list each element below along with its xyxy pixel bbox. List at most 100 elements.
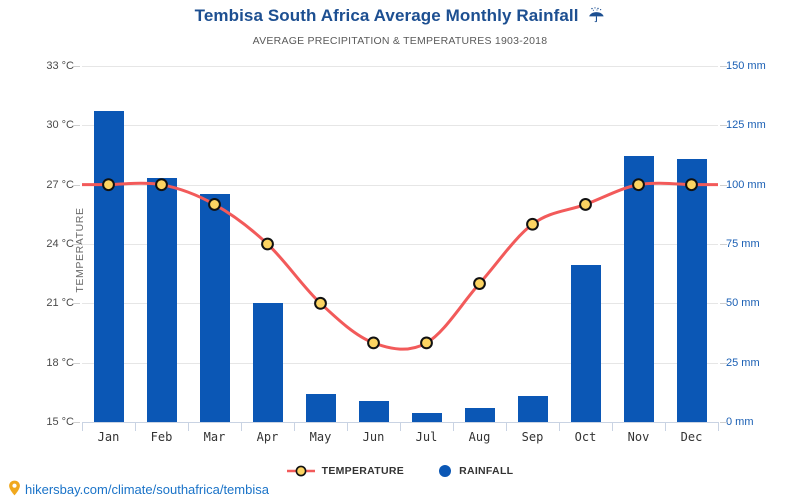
x-axis-tickmark — [506, 422, 507, 431]
x-axis-label: Nov — [627, 430, 650, 444]
right-axis-tick: 25 mm — [726, 356, 760, 369]
x-axis-tickmark — [241, 422, 242, 431]
left-axis-tick: 18 °C — [46, 356, 74, 369]
chart-subtitle: AVERAGE PRECIPITATION & TEMPERATURES 190… — [252, 35, 548, 47]
chart-plot-area: TEMPERATURE Precipitation Jan: 27 °CFeb:… — [73, 66, 727, 431]
left-axis-tick: 21 °C — [46, 297, 74, 310]
temperature-point-marker[interactable]: Sep: 25 °C — [526, 217, 539, 231]
map-pin-icon — [8, 480, 21, 499]
rainfall-bar[interactable] — [464, 407, 495, 422]
x-axis-labels: Jan Feb Mar Apr May Jun Jul Aug Sep Oct Nov Dec — [82, 430, 718, 452]
right-axis-tick: 75 mm — [726, 238, 760, 250]
legend-label-temperature: TEMPERATURE — [321, 465, 405, 477]
rainfall-bar[interactable] — [517, 395, 548, 422]
temperature-point-marker[interactable]: Jun: 19 °C — [367, 336, 380, 350]
axis-tickmark — [73, 244, 80, 245]
left-axis-tick: 24 °C — [46, 238, 74, 250]
x-axis-tickmark — [347, 422, 348, 431]
legend-label-rainfall: RAINFALL — [459, 465, 514, 477]
left-axis-tick: 30 °C — [46, 119, 74, 132]
temperature-point-marker[interactable]: Mar: 26 °C — [208, 198, 221, 211]
page-title-text: Tembisa South Africa Average Monthly Rai… — [194, 6, 579, 25]
x-axis-label: Apr — [256, 430, 279, 444]
rainfall-bar[interactable] — [411, 412, 442, 422]
temperature-point-marker[interactable]: Jul: 19 °C — [420, 336, 433, 350]
rainfall-bar[interactable] — [199, 194, 230, 422]
rainfall-bar[interactable] — [570, 265, 601, 422]
legend-item-rainfall[interactable]: RAINFALL — [438, 464, 513, 478]
axis-tickmark — [73, 362, 80, 364]
rainfall-bar[interactable] — [358, 400, 389, 422]
legend-dot-marker-icon — [439, 465, 452, 477]
source-link[interactable]: hikersbay.com/climate/southafrica/tembis… — [8, 480, 269, 499]
temperature-line-path — [107, 181, 693, 351]
rainfall-bar[interactable] — [623, 156, 654, 422]
temperature-point-marker[interactable]: Dec: 27 °C — [685, 178, 698, 192]
right-axis-tick: 150 mm — [726, 60, 766, 72]
axis-tickmark — [73, 303, 80, 305]
umbrella-rain-icon — [588, 7, 605, 29]
axis-tickmark — [73, 125, 80, 127]
x-axis-label: Dec — [680, 430, 703, 444]
left-axis-labels: 15 °C 18 °C 21 °C 24 °C 27 °C 30 °C 33 °… — [14, 60, 74, 428]
x-axis-tickmark — [188, 422, 189, 431]
x-axis-label: Mar — [203, 430, 226, 444]
rainfall-bar[interactable] — [676, 158, 707, 422]
gridline — [82, 66, 718, 67]
temperature-point-marker[interactable]: Aug: 22 °C — [473, 277, 486, 290]
x-axis-tickmark — [135, 422, 136, 431]
axis-tickmark — [720, 66, 727, 67]
x-axis-label: Oct — [574, 430, 597, 444]
axis-tickmark — [720, 362, 727, 364]
left-axis-tick: 15 °C — [46, 416, 74, 428]
temperature-line: Jan: 27 °C Feb: 27 °C Mar: 26 °C Apr: 24 °C… — [82, 178, 718, 351]
temperature-point-marker[interactable]: Oct: 26 °C — [579, 198, 592, 211]
x-axis-label: Jan — [97, 430, 120, 444]
x-axis-tickmark — [294, 422, 295, 431]
temperature-point-marker[interactable]: Jan: 27 °C — [102, 178, 115, 192]
right-axis-tick: 125 mm — [726, 119, 766, 132]
x-axis-label: Aug — [468, 430, 491, 444]
page-title: Tembisa South Africa Average Monthly Rai… — [0, 6, 800, 29]
x-axis-label: Feb — [150, 430, 173, 444]
x-axis-tickmark — [718, 422, 719, 431]
gridline — [82, 362, 718, 364]
source-link-text: hikersbay.com/climate/southafrica/tembis… — [25, 482, 269, 497]
gridline — [82, 125, 718, 127]
axis-tickmark — [73, 184, 80, 186]
x-axis-tickmark — [82, 422, 83, 431]
temperature-point-marker[interactable]: Nov: 27 °C — [632, 178, 645, 192]
temperature-point-marker[interactable]: Apr: 24 °C — [261, 237, 274, 251]
rainfall-bar[interactable] — [146, 177, 177, 422]
right-axis-tick: 0 mm — [726, 416, 754, 428]
x-axis-tickmark — [559, 422, 560, 431]
right-axis-tick: 100 mm — [726, 178, 766, 191]
rainfall-bar[interactable] — [305, 393, 336, 422]
x-axis-label: Sep — [521, 430, 544, 444]
x-axis-label: Jun — [362, 430, 385, 444]
right-axis-tick: 50 mm — [726, 297, 760, 310]
legend-item-temperature[interactable]: TEMPERATURE — [286, 465, 405, 477]
rainfall-bar[interactable] — [93, 111, 124, 422]
axis-tickmark — [73, 422, 80, 423]
temperature-point-marker[interactable]: May: 21 °C — [314, 296, 327, 310]
axis-tickmark — [720, 303, 727, 305]
axis-tickmark — [720, 244, 727, 245]
x-axis-label: May — [309, 430, 332, 444]
x-axis-tickmark — [400, 422, 401, 431]
x-axis-tickmark — [665, 422, 666, 431]
left-axis-tick: 27 °C — [46, 178, 74, 191]
x-axis-tickmark — [612, 422, 613, 431]
x-axis-label: Jul — [415, 430, 438, 444]
left-axis-tick: 33 °C — [46, 60, 74, 72]
legend-line-circle-marker-icon — [286, 465, 315, 477]
rainfall-bar[interactable] — [252, 303, 283, 422]
gridline — [82, 303, 718, 305]
temperature-point-marker[interactable]: Feb: 27 °C — [155, 178, 168, 192]
gridline — [82, 244, 718, 245]
right-axis-labels: 0 mm 25 mm 50 mm 75 mm 100 mm 125 mm 150… — [726, 60, 786, 428]
axis-tickmark — [720, 184, 727, 186]
axis-tickmark — [720, 125, 727, 127]
gridline — [82, 184, 718, 186]
x-axis-tickmark — [453, 422, 454, 431]
